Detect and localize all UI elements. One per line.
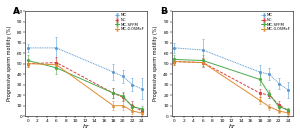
Y-axis label: Progressive sperm motility (%): Progressive sperm motility (%)	[7, 26, 12, 101]
Legend: MC, NC, MC-SFFM, MC-0.05McF: MC, NC, MC-SFFM, MC-0.05McF	[261, 13, 291, 32]
Text: B: B	[160, 7, 167, 16]
X-axis label: hr: hr	[83, 124, 89, 129]
Y-axis label: Progressive sperm motility (%): Progressive sperm motility (%)	[154, 26, 158, 101]
Legend: MC, NC, MC-SFFM, MC-0.05McF: MC, NC, MC-SFFM, MC-0.05McF	[114, 13, 145, 32]
Text: A: A	[14, 7, 20, 16]
X-axis label: hr: hr	[229, 124, 236, 129]
